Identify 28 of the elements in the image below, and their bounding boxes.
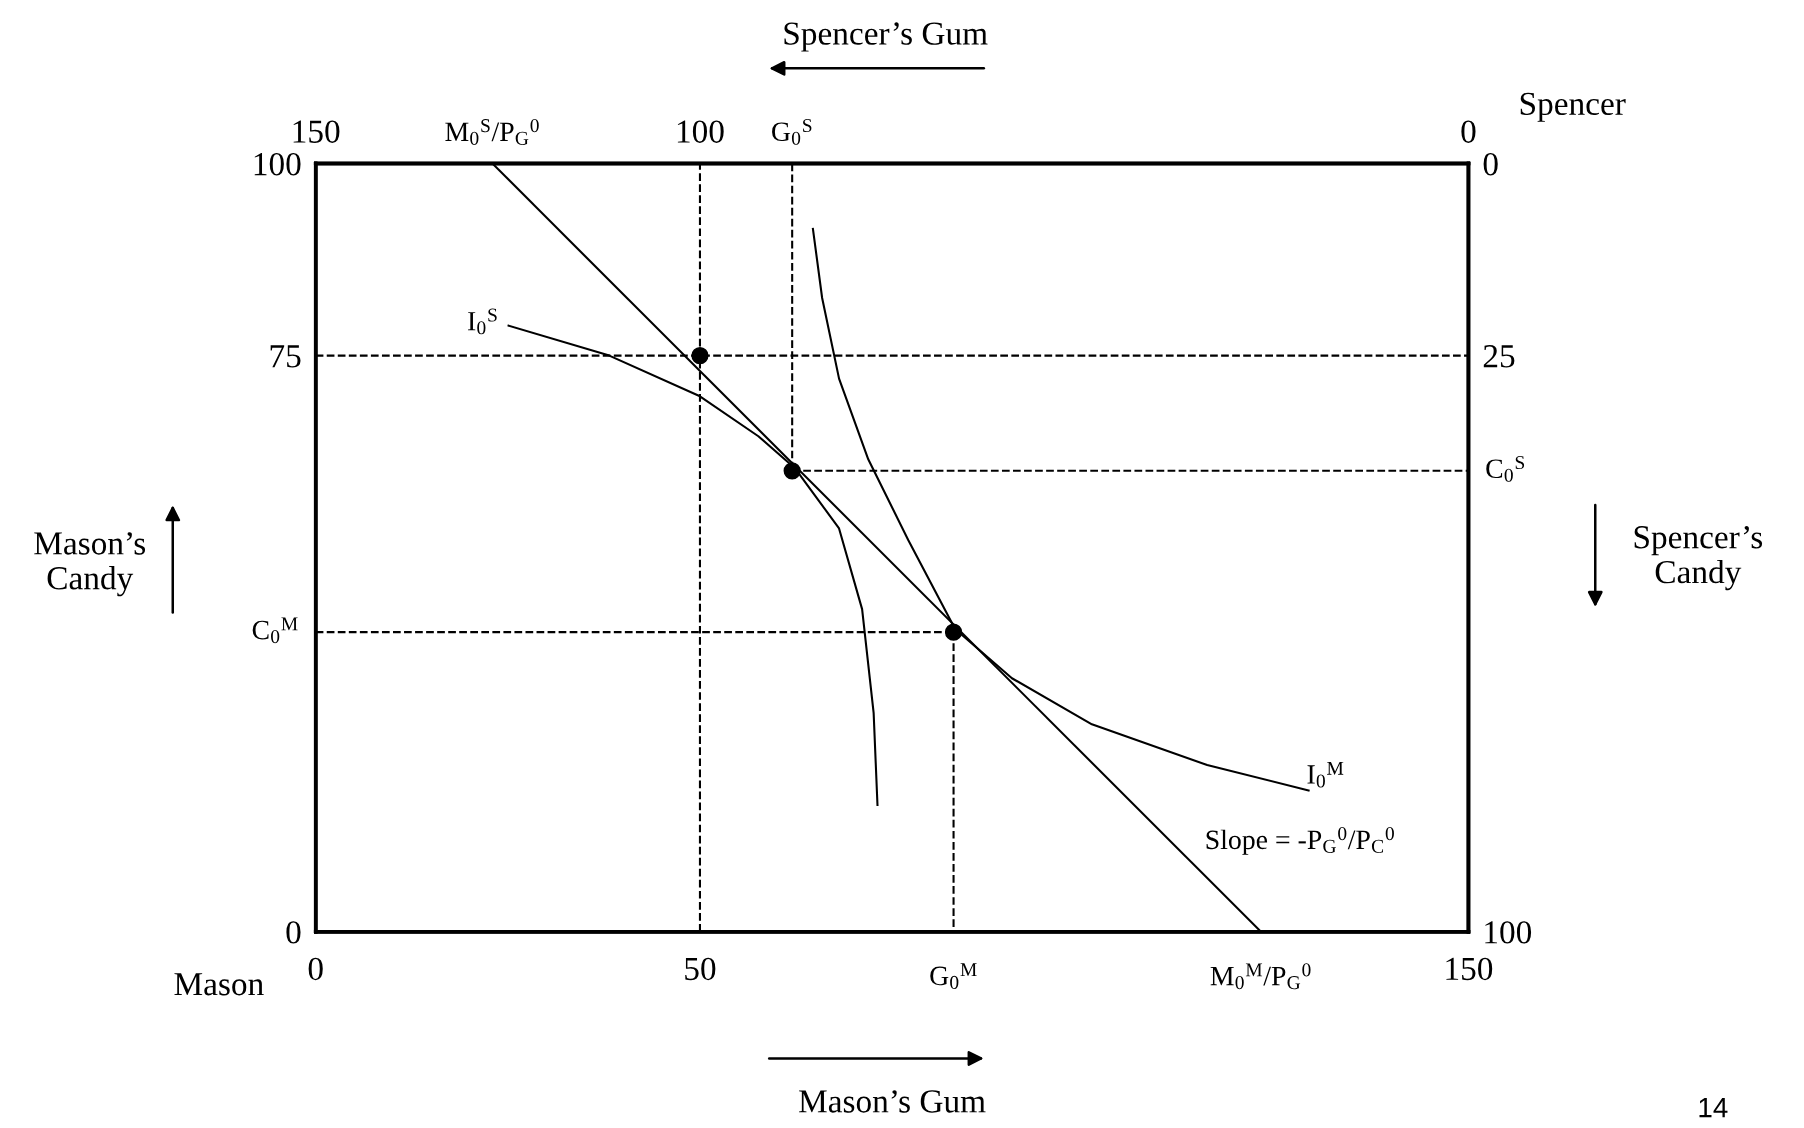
- annotation: G$_{0}$$^{S}$: [772, 119, 812, 145]
- x2-tick-label: 0: [1461, 120, 1476, 143]
- annotation: I$_{0}$$^{S}$: [468, 308, 497, 335]
- y-tick-label: 0: [286, 921, 301, 944]
- x-tick-label: 50: [685, 957, 716, 981]
- y2-axis-title: Spencer’s Candy: [1634, 526, 1763, 591]
- annotation: M$_{0}$$^{M}$/P$_{G}$$^{0}$: [1210, 963, 1311, 990]
- text: Mason: [174, 973, 264, 996]
- y2-tick-label: 0: [1483, 152, 1498, 176]
- annotation: Slope = -P$_{G}$$^{0}$/P$_{C}$$^{0}$: [1206, 827, 1394, 855]
- annotation: M$_{0}$$^{S}$/P$_{G}$$^{0}$: [445, 119, 539, 145]
- annotation: I$_{0}$$^{M}$: [1307, 761, 1344, 788]
- annotation: G$_{0}$$^{M}$: [930, 963, 977, 989]
- y-tick-label: 75: [270, 345, 301, 368]
- x2-tick-label: 100: [677, 120, 724, 143]
- x2-tick-label: 150: [293, 120, 340, 143]
- annotation: C$_{0}$$^{M}$: [252, 617, 298, 644]
- y-tick-label: 100: [254, 152, 301, 176]
- text: Spencer: [1520, 92, 1626, 122]
- x-tick-label: 150: [1446, 957, 1493, 981]
- y2-tick-label: 100: [1485, 921, 1532, 944]
- x-axis-title: Mason’s Gum: [799, 1090, 986, 1113]
- x2-axis-title: Spencer’s Gum: [784, 22, 988, 52]
- y-axis-title: Mason’s Candy: [34, 532, 146, 597]
- text: 14: [1699, 1098, 1728, 1118]
- annotation: C$_{0}$$^{S}$: [1486, 456, 1525, 482]
- x-tick-label: 0: [308, 957, 323, 981]
- y2-tick-label: 25: [1483, 345, 1515, 368]
